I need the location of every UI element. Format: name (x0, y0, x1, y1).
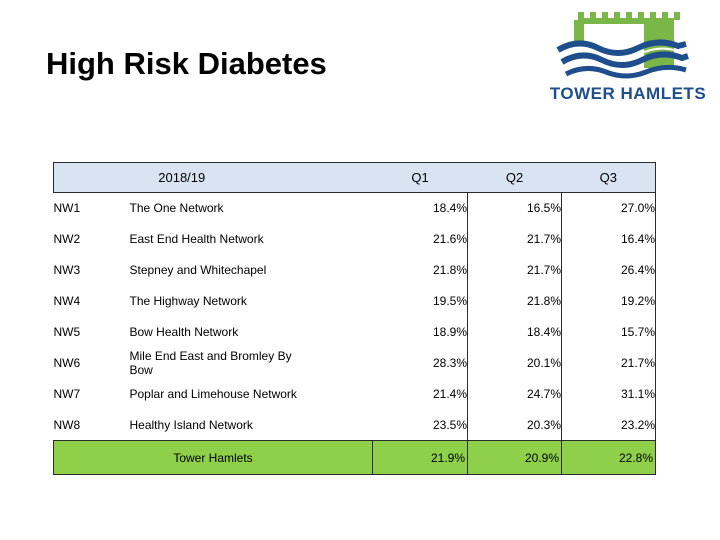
q3-value: 19.2% (561, 285, 656, 317)
network-name: East End Health Network (129, 232, 264, 246)
q2-value: 21.8% (467, 285, 562, 317)
network-code: NW4 (53, 294, 81, 308)
total-q3-value: 22.8% (561, 440, 656, 475)
total-row: Tower Hamlets 21.9% 20.9% 22.8% (53, 440, 656, 475)
q1-value: 23.5% (372, 409, 468, 441)
q2-value: 16.5% (467, 192, 562, 224)
castle-waves-icon (556, 12, 689, 79)
q3-value: 31.1% (561, 378, 656, 410)
network-name: Healthy Island Network (129, 417, 253, 432)
network-code: NW2 (53, 232, 81, 246)
network-name: Poplar and Limehouse Network (129, 387, 297, 401)
high-risk-diabetes-table: 2018/19 Q1 Q2 Q3 NW1 The One Network 18.… (53, 162, 656, 475)
network-name: The One Network (129, 201, 224, 216)
q3-value: 15.7% (561, 316, 656, 348)
q2-value: 21.7% (467, 254, 562, 286)
network-code: NW3 (53, 263, 81, 277)
page-title: High Risk Diabetes (46, 46, 327, 81)
q1-header: Q1 (372, 162, 468, 193)
q2-header: Q2 (467, 162, 562, 193)
table-header-row: 2018/19 Q1 Q2 Q3 (53, 162, 656, 193)
table-row: NW2 East End Health Network 21.6% 21.7% … (53, 223, 656, 255)
total-q1-value: 21.9% (372, 440, 468, 475)
q1-value: 21.6% (372, 223, 468, 255)
network-code: NW1 (53, 201, 81, 216)
network-name: The Highway Network (129, 294, 247, 308)
network-code: NW6 (53, 356, 81, 370)
network-code: NW8 (53, 417, 81, 432)
table-row: NW7 Poplar and Limehouse Network 21.4% 2… (53, 378, 656, 410)
q2-value: 21.7% (467, 223, 562, 255)
table-row: NW4 The Highway Network 19.5% 21.8% 19.2… (53, 285, 656, 317)
q2-value: 20.1% (467, 347, 562, 379)
q3-value: 27.0% (561, 192, 656, 224)
q2-value: 20.3% (467, 409, 562, 441)
period-header: 2018/19 (53, 162, 310, 193)
table-row: NW5 Bow Health Network 18.9% 18.4% 15.7% (53, 316, 656, 348)
network-name: Bow Health Network (129, 325, 239, 339)
table-row: NW1 The One Network 18.4% 16.5% 27.0% (53, 192, 656, 224)
tower-hamlets-logo: TOWER HAMLETS (548, 10, 708, 108)
q3-value: 16.4% (561, 223, 656, 255)
q1-value: 18.9% (372, 316, 468, 348)
table-row: NW3 Stepney and Whitechapel 21.8% 21.7% … (53, 254, 656, 286)
spacer-header (309, 162, 373, 193)
q3-value: 23.2% (561, 409, 656, 441)
q1-value: 18.4% (372, 192, 468, 224)
logo-text: TOWER HAMLETS (549, 84, 707, 103)
q3-header: Q3 (561, 162, 656, 193)
q3-value: 26.4% (561, 254, 656, 286)
network-code: NW5 (53, 325, 81, 339)
network-name: Stepney and Whitechapel (129, 263, 267, 277)
q1-value: 19.5% (372, 285, 468, 317)
network-name: Mile End East and Bromley By Bow (129, 349, 292, 377)
total-label: Tower Hamlets (53, 440, 373, 475)
table-row: NW8 Healthy Island Network 23.5% 20.3% 2… (53, 409, 656, 441)
network-code: NW7 (53, 387, 81, 401)
q2-value: 18.4% (467, 316, 562, 348)
q3-value: 21.7% (561, 347, 656, 379)
table-row: NW6 Mile End East and Bromley By Bow 28.… (53, 347, 656, 379)
q1-value: 21.8% (372, 254, 468, 286)
total-q2-value: 20.9% (467, 440, 562, 475)
q1-value: 21.4% (372, 378, 468, 410)
q1-value: 28.3% (372, 347, 468, 379)
q2-value: 24.7% (467, 378, 562, 410)
